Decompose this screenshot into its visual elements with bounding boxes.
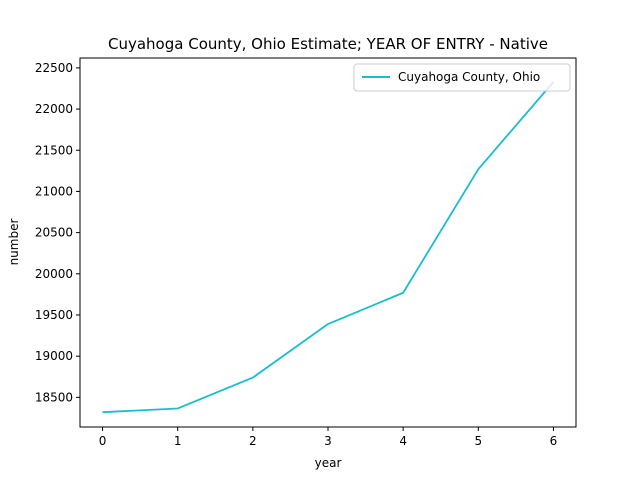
- x-tick-label: 2: [249, 434, 257, 448]
- legend: Cuyahoga County, Ohio: [353, 63, 571, 92]
- x-axis: 0 1 2 3 4 5 6: [99, 427, 558, 448]
- y-tick-label: 20500: [35, 226, 73, 240]
- y-axis-label: number: [7, 219, 21, 266]
- series-layer: [102, 81, 555, 414]
- x-axis-label: year: [315, 456, 342, 470]
- y-tick-label: 20000: [35, 267, 73, 281]
- x-tick-label: 0: [99, 434, 107, 448]
- x-tick-label: 1: [174, 434, 182, 448]
- legend-label: Cuyahoga County, Ohio: [398, 70, 540, 84]
- y-tick-label: 22500: [35, 61, 73, 75]
- y-axis: 18500 19000 19500 20000 20500 21000 21500 22000…: [35, 61, 80, 404]
- x-tick-label: 3: [324, 434, 332, 448]
- y-tick-label: 19000: [35, 349, 73, 363]
- x-tick-label: 5: [474, 434, 482, 448]
- legend-box: [353, 63, 571, 92]
- x-tick-label: 6: [550, 434, 558, 448]
- y-tick-label: 18500: [35, 390, 73, 404]
- series-line: [102, 81, 555, 414]
- x-tick-label: 4: [399, 434, 407, 448]
- y-tick-label: 21000: [35, 184, 73, 198]
- y-tick-label: 19500: [35, 308, 73, 322]
- plot-area: [79, 57, 577, 428]
- y-tick-label: 21500: [35, 143, 73, 157]
- chart-title: Cuyahoga County, Ohio Estimate; YEAR OF …: [108, 35, 548, 53]
- y-tick-label: 22000: [35, 102, 73, 116]
